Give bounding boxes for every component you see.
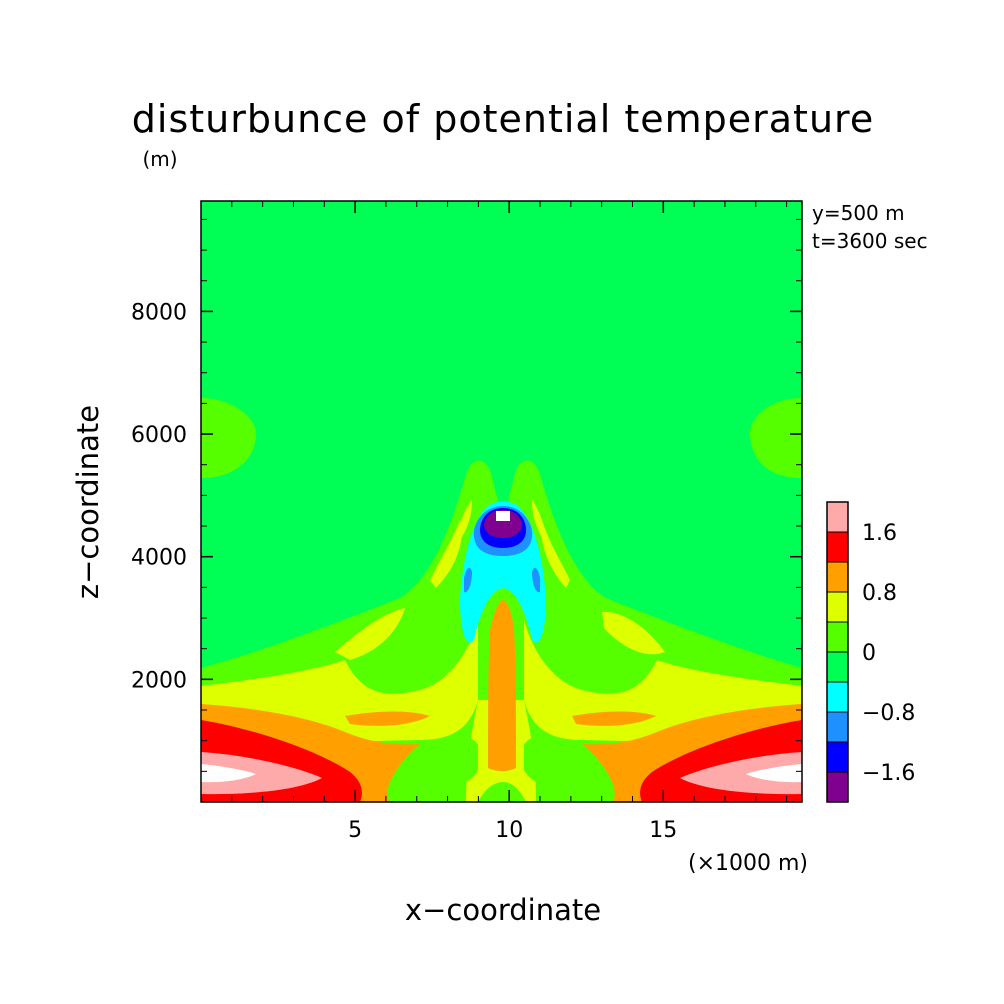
x-axis-label: x−coordinate <box>405 893 601 927</box>
contour-white-right <box>746 764 802 783</box>
contour-yellow-right-finger <box>602 611 665 655</box>
colorbar: −1.6 −0.8 0 0.8 1.6 <box>826 501 915 803</box>
x-tick-label: 5 <box>348 818 362 843</box>
x-axis-ticks: 5 10 15 <box>348 201 677 843</box>
plot-frame <box>200 200 803 803</box>
contour-yellow-left-streak <box>430 520 462 588</box>
colorbar-swatch <box>826 531 849 563</box>
contour-blue-right-streak <box>532 567 540 593</box>
contour-blue-left-streak <box>464 567 472 593</box>
colorbar-swatch <box>826 711 849 743</box>
contour-yellow-right-tip <box>532 500 545 540</box>
contour-bottom-dip <box>478 782 526 802</box>
contour-pink-right <box>680 752 802 795</box>
y-tick-label: 4000 <box>131 546 187 571</box>
colorbar-swatch <box>826 651 849 683</box>
x-unit-label: (×1000 m) <box>688 851 808 876</box>
contour-yellow-left-finger <box>335 608 405 660</box>
x-tick-label: 10 <box>495 818 523 843</box>
colorbar-swatch <box>826 591 849 623</box>
y-unit-label: (m) <box>142 147 177 171</box>
colorbar-swatch <box>826 501 849 533</box>
colorbar-tick-label: −0.8 <box>862 701 915 726</box>
contour-orange-right-streak <box>572 711 656 726</box>
contour-min-core <box>496 511 510 521</box>
contour-pink-left <box>201 752 322 795</box>
colorbar-tick-label: 0 <box>862 641 876 666</box>
y-tick-label: 8000 <box>131 300 187 325</box>
y-tick-label: 6000 <box>131 423 187 448</box>
contour-orange-left-streak <box>345 711 430 726</box>
contour-yellow-right-streak <box>541 520 570 588</box>
contour-left-blob <box>201 398 257 478</box>
colorbar-tick-label: 0.8 <box>862 581 897 606</box>
minor-ticks <box>200 201 802 802</box>
contour-white-left <box>201 764 256 783</box>
annotation-t: t=3600 sec <box>812 229 928 253</box>
contour-orange-center-column <box>488 600 516 771</box>
colorbar-swatch <box>826 621 849 653</box>
colorbar-tick-label: 1.6 <box>862 521 897 546</box>
contour-field <box>201 201 802 802</box>
contour-yellow-left-tip <box>458 500 472 540</box>
colorbar-frame <box>826 501 849 803</box>
colorbar-swatch <box>826 681 849 713</box>
colorbar-swatch <box>826 561 849 593</box>
y-axis-label: z−coordinate <box>71 405 105 599</box>
colorbar-swatch <box>826 741 849 773</box>
x-tick-label: 15 <box>649 818 677 843</box>
contour-purple-core <box>484 510 522 538</box>
colorbar-swatch <box>826 771 849 803</box>
annotation-y: y=500 m <box>812 201 905 225</box>
colorbar-tick-label: −1.6 <box>862 761 915 786</box>
contour-right-blob <box>749 398 802 478</box>
y-tick-label: 2000 <box>131 668 187 693</box>
y-axis-ticks: 2000 4000 6000 8000 <box>131 300 802 693</box>
chart-title: disturbunce of potential temperature <box>132 97 874 141</box>
contour-center-pocket <box>420 736 478 788</box>
contour-center-pocket-right <box>524 736 582 788</box>
